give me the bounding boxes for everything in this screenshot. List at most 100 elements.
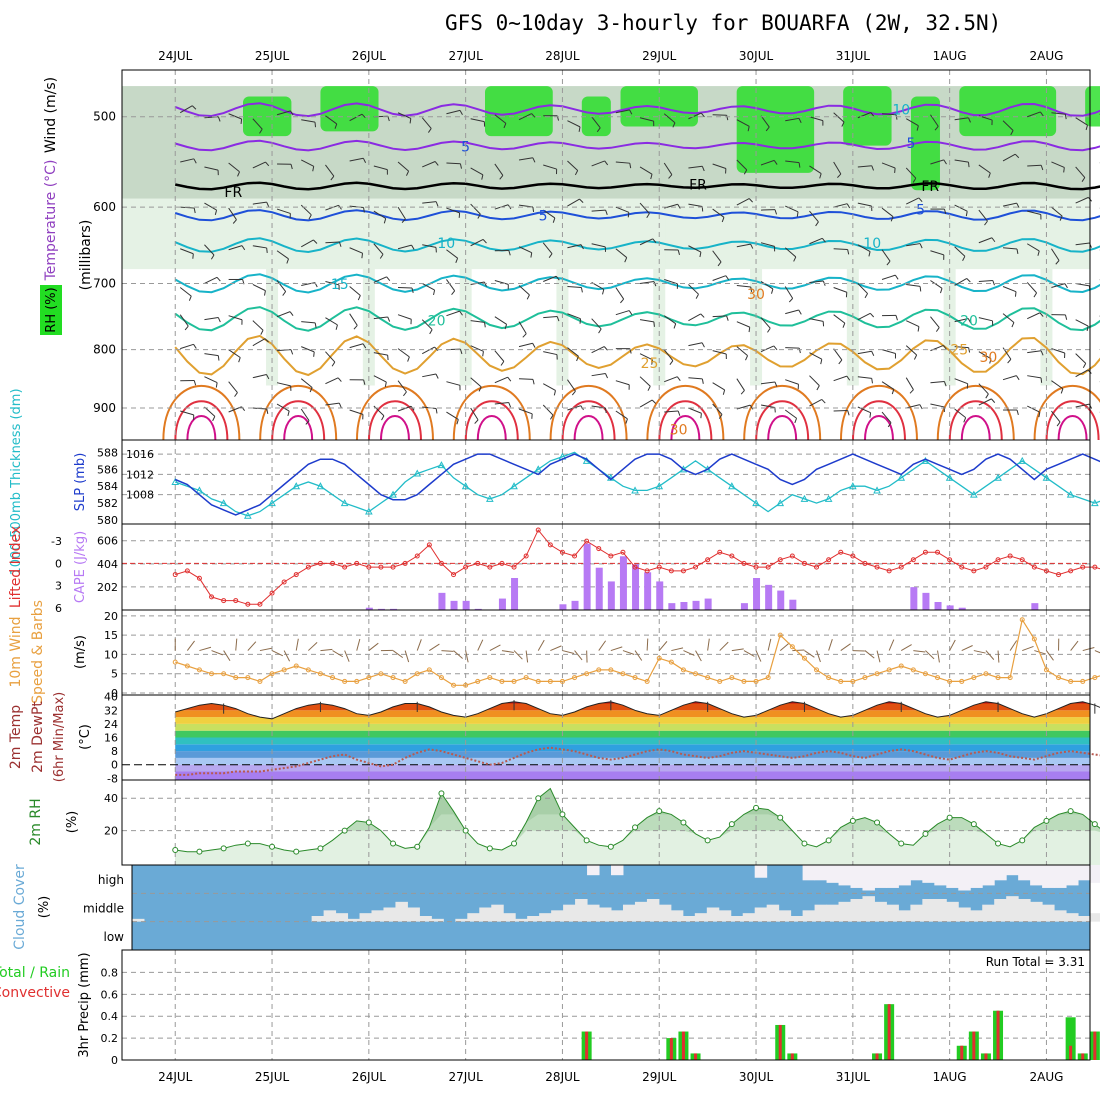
temp-tick-label: 0: [111, 759, 118, 772]
cape-tick-label: 202: [97, 581, 118, 594]
surface-wind-barb: [186, 640, 195, 651]
wind-speed-marker: [172, 659, 178, 665]
wind-barb-flag: [1064, 314, 1068, 320]
cloud-middle-clear: [754, 907, 768, 922]
wind-barb: [252, 284, 266, 292]
wind-barb-flag: [943, 345, 947, 350]
wind-barb: [978, 317, 993, 322]
surface-heat-contour: [162, 385, 241, 441]
wind-barb: [930, 280, 943, 289]
wind-speed-marker: [814, 667, 820, 673]
li-tick-label: 0: [55, 557, 62, 570]
wind-barb: [615, 410, 628, 420]
wind-barb-flag: [579, 198, 584, 203]
wind-barb-flag: [500, 361, 505, 366]
thickness-marker: [945, 473, 954, 481]
wind-barb: [204, 353, 219, 357]
wind-barb-flag: [750, 286, 753, 292]
wind-barb-flag: [504, 324, 508, 330]
date-label-bottom: 24JUL: [158, 1070, 193, 1084]
wind-barb: [712, 250, 722, 263]
wind-barb: [688, 342, 703, 347]
wind-barb: [373, 165, 388, 171]
wind-barb: [906, 283, 921, 287]
wind-barb: [518, 157, 533, 161]
wind-speed-marker: [257, 678, 263, 684]
lifted-marker: [475, 560, 481, 566]
wind-barb: [470, 167, 484, 176]
date-label-top: 2AUG: [1029, 49, 1063, 63]
wind-barb-flag: [508, 250, 511, 256]
cloud-middle-clear: [766, 904, 780, 922]
lifted-marker: [947, 557, 953, 563]
rh-marker: [365, 819, 372, 826]
date-label-bottom: 28JUL: [545, 1070, 580, 1084]
side-label-temp2m: 2m Temp: [8, 705, 24, 769]
wind-barb: [421, 319, 433, 330]
pressure-tick-label: 700: [93, 276, 116, 290]
surface-wind-barb: [1009, 640, 1018, 651]
side-label-minmax: (6hr Min/Max): [52, 692, 67, 782]
wind-barb: [663, 349, 674, 361]
surface-wind-barb: [562, 650, 575, 654]
thickness-tick-label: 582: [97, 497, 118, 510]
surface-wind-barb: [598, 640, 607, 651]
rh-saturated-patch: [320, 86, 379, 132]
wind-barb-flag: [695, 293, 699, 299]
wind-barb-flag: [483, 281, 488, 287]
thickness-tick-label: 588: [97, 446, 118, 459]
wind-barb-flag: [913, 354, 918, 360]
surface-wind-barb: [404, 650, 410, 663]
precip-conv-bar: [790, 1053, 794, 1060]
li-tick-label: 3: [55, 580, 62, 593]
surface-wind-barb: [900, 644, 912, 652]
thickness-marker: [316, 482, 325, 490]
cloud-middle-clear: [826, 904, 840, 922]
lifted-marker: [196, 575, 202, 581]
wind-speed-marker: [910, 667, 916, 673]
wind-barb-flag: [1039, 111, 1044, 117]
wind-barb: [809, 116, 824, 122]
wind-barb: [325, 115, 338, 125]
wind-speed-marker: [644, 678, 650, 684]
wind-barb: [470, 238, 484, 247]
cape-bar: [934, 602, 942, 610]
wind-barb: [494, 316, 507, 325]
surface-wind-barb: [247, 641, 257, 651]
wind-barb: [954, 117, 969, 121]
wind-barb-flag: [532, 157, 536, 163]
wind-barb: [276, 311, 291, 318]
wind-barb-flag: [718, 414, 723, 419]
cape-bar: [922, 592, 930, 610]
rh-marker: [244, 840, 251, 847]
surface-heat-contour: [549, 385, 628, 441]
cloud-high-clear: [934, 865, 947, 886]
lifted-marker: [1043, 568, 1049, 574]
surface-wind-barb: [392, 650, 404, 659]
wind-barb-flag: [411, 287, 414, 293]
cape-bar: [910, 587, 918, 610]
wind-barb-flag: [935, 327, 940, 332]
wind-barb: [615, 109, 630, 114]
wind-barb: [663, 315, 676, 325]
temp-color-band: [175, 717, 1090, 724]
wind-barb: [978, 164, 991, 174]
lifted-marker: [717, 549, 723, 555]
wind-barb-flag: [361, 113, 366, 119]
wind-barb: [591, 318, 602, 330]
wind-barb-flag: [409, 118, 412, 124]
temp-color-band: [175, 710, 1090, 718]
temp-color-band: [175, 771, 1090, 780]
wind-barb: [373, 243, 384, 255]
wind-barb-flag: [747, 126, 750, 132]
wind-barb-flag: [435, 373, 439, 379]
wind-barb-flag: [553, 390, 556, 396]
wind-barb-flag: [241, 245, 246, 251]
wind-speed-marker: [463, 682, 469, 688]
wind-barb-flag: [241, 406, 246, 412]
surface-wind-barb: [913, 650, 926, 653]
wind-barb-flag: [699, 252, 702, 258]
wind-barb-flag: [891, 389, 895, 395]
panel-frame: [121, 609, 1091, 696]
lifted-marker: [269, 590, 275, 596]
